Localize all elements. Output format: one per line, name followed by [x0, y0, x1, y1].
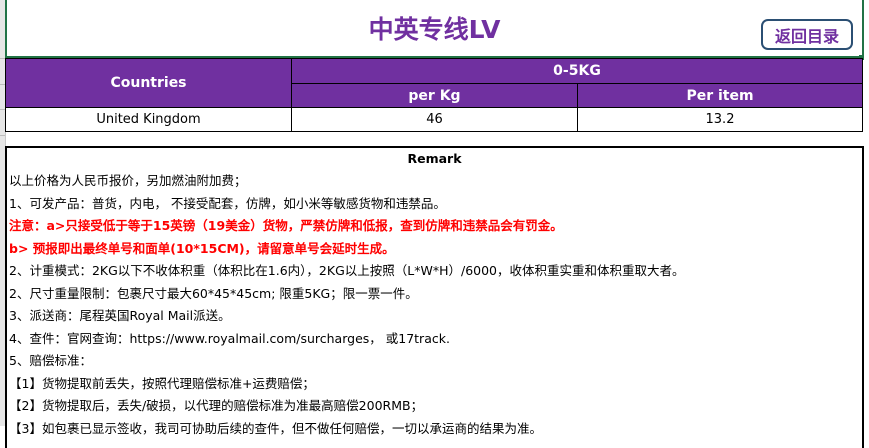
remark-line: 【1】货物提取前丢失，按照代理赔偿标准+运费赔偿；	[9, 375, 315, 391]
remark-line: 3、派送商：尾程英国Royal Mail派送。	[9, 308, 231, 323]
header-per-item: Per item	[577, 83, 863, 108]
remark-line: 【2】货物提取后，丢失/破损，以代理的赔偿标准为准最高赔偿200RMB；	[9, 398, 424, 413]
gridline	[0, 84, 5, 85]
remark-line: b> 预报即出最终单号和面单(10*15CM)，请留意单号会延时生成。	[9, 240, 395, 256]
remark-line: 注意：a>只接受低于等于15英镑（19美金）货物，严禁仿牌和低报，查到仿牌和违禁…	[9, 218, 563, 233]
remark-title: Remark	[407, 151, 462, 166]
remark-line: 2、尺寸重量限制：包裹尺寸最大60*45*45cm; 限重5KG；限一票一件。	[9, 285, 418, 301]
remark-line: 以上价格为人民币报价，另加燃油附加费；	[9, 173, 247, 188]
cell-country[interactable]: United Kingdom	[5, 107, 292, 132]
header-countries: Countries	[5, 58, 292, 108]
table-row: United Kingdom 46 13.2	[5, 107, 863, 132]
gridline	[0, 135, 5, 136]
remark-line: 【3】如包裹已显示签收，我司可协助后续的查件，但不做任何赔偿，一切以承运商的结果…	[9, 420, 542, 436]
remark-line: 5、赔偿标准：	[9, 353, 92, 368]
remark-line: 2、计重模式：2KG以下不收体积重（体积比在1.6内），2KG以上按照（L*W*…	[9, 263, 685, 278]
cell-per-item[interactable]: 13.2	[577, 107, 863, 132]
rate-table: Countries 0-5KG per Kg Per item United K…	[5, 58, 863, 132]
fill-handle[interactable]	[859, 55, 864, 60]
back-to-index-button[interactable]: 返回目录	[761, 19, 853, 50]
cell-per-kg[interactable]: 46	[291, 107, 578, 132]
page-title: 中英专线LV	[368, 15, 501, 44]
header-weight-band: 0-5KG	[291, 58, 863, 84]
remark-line: 1、可发产品：普货，内电， 不接受配套，仿牌，如小米等敏感货物和违禁品。	[9, 195, 446, 211]
remark-line: 4、查件：官网查询：https://www.royalmail.com/surc…	[9, 330, 450, 346]
gridline	[0, 109, 5, 110]
remark-box: Remark 以上价格为人民币报价，另加燃油附加费； 1、可发产品：普货，内电， …	[5, 146, 864, 448]
gridline	[0, 58, 5, 59]
title-cell[interactable]: 中英专线LV 返回目录	[5, 0, 864, 58]
header-per-kg: per Kg	[291, 83, 578, 108]
